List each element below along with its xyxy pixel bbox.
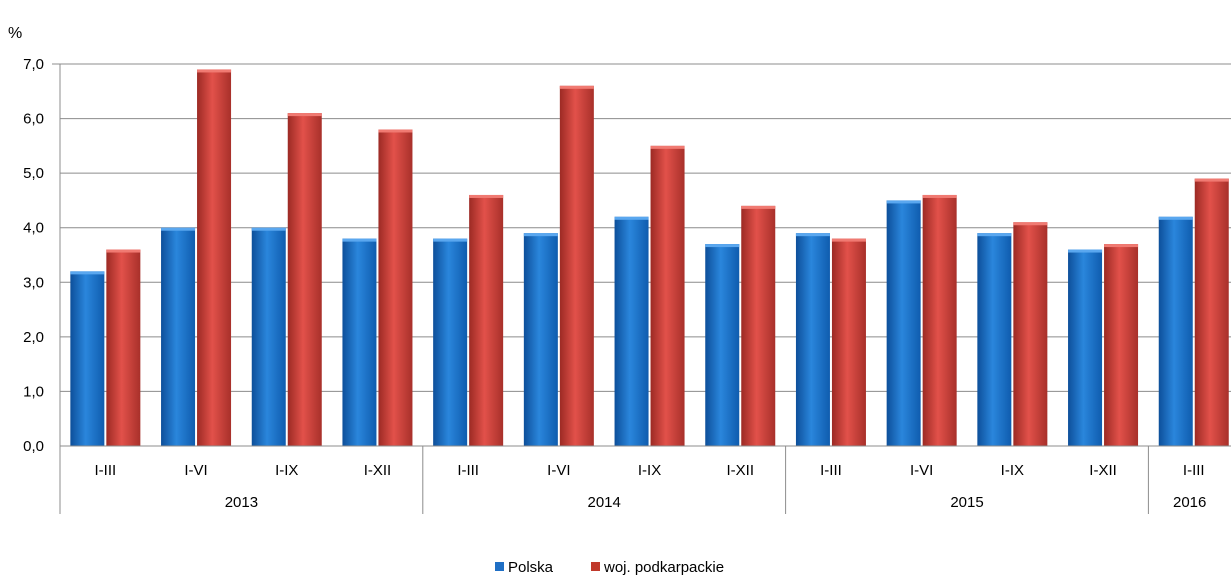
x-tick-label: I-VI: [547, 462, 570, 479]
group-label: 2013: [225, 494, 258, 511]
x-tick-label: I-IX: [1001, 462, 1024, 479]
x-tick-label: I-VI: [184, 462, 207, 479]
bar-polska: [342, 238, 377, 446]
bar-top: [1013, 222, 1048, 226]
bar-top: [977, 233, 1012, 237]
axes: [52, 63, 1231, 514]
bar-podkarpackie: [741, 205, 776, 446]
x-tick-label: I-IX: [638, 462, 661, 479]
y-tick-label: 3,0: [23, 274, 44, 291]
bar-polska: [523, 233, 558, 446]
legend-swatch: [495, 562, 504, 571]
y-tick-label: 2,0: [23, 329, 44, 346]
bar-podkarpackie: [106, 249, 141, 446]
x-tick-label: I-IX: [275, 462, 298, 479]
bar-polska: [70, 271, 105, 446]
bar-top: [559, 85, 594, 89]
bar-top: [342, 238, 377, 242]
bar-top: [1158, 216, 1193, 220]
bar-top: [1104, 244, 1139, 248]
bar-polska: [161, 227, 196, 446]
bar-podkarpackie: [1194, 178, 1229, 446]
bar-podkarpackie: [831, 238, 866, 446]
bar-top: [70, 271, 105, 275]
y-tick-label: 6,0: [23, 111, 44, 128]
y-tick-label: 5,0: [23, 165, 44, 182]
bar-top: [741, 205, 776, 209]
bar-podkarpackie: [1013, 222, 1048, 446]
bar-polska: [614, 216, 649, 446]
x-tick-label: I-XII: [1089, 462, 1117, 479]
bar-top: [795, 233, 830, 237]
bar-podkarpackie: [1104, 244, 1139, 446]
bar-top: [523, 233, 558, 237]
bar-top: [287, 113, 322, 117]
bar-top: [922, 194, 957, 198]
bar-top: [1068, 249, 1103, 253]
x-tick-label: I-XII: [364, 462, 392, 479]
y-tick-label: 7,0: [23, 56, 44, 73]
bar-top: [197, 69, 232, 73]
legend-label: Polska: [508, 559, 554, 576]
bar-top: [161, 227, 196, 231]
bar-polska: [1068, 249, 1103, 446]
bar-top: [705, 244, 740, 248]
bar-polska: [433, 238, 468, 446]
bar-top: [831, 238, 866, 242]
bar-podkarpackie: [650, 145, 685, 446]
x-tick-label: I-III: [1183, 462, 1205, 479]
bar-polska: [886, 200, 921, 446]
bar-podkarpackie: [197, 69, 232, 446]
bar-polska: [251, 227, 286, 446]
bar-podkarpackie: [378, 129, 413, 446]
legend-swatch: [591, 562, 600, 571]
y-tick-labels: 0,0 1,0 2,0 3,0 4,0 5,0 6,0 7,0: [23, 56, 44, 455]
bar-top: [378, 129, 413, 133]
bar-top: [433, 238, 468, 242]
bar-polska: [977, 233, 1012, 446]
group-label: 2015: [950, 494, 983, 511]
y-unit-label: %: [8, 25, 22, 42]
x-tick-label: I-VI: [910, 462, 933, 479]
bar-top: [614, 216, 649, 220]
bar-top: [650, 145, 685, 149]
bar-top: [251, 227, 286, 231]
bar-polska: [795, 233, 830, 446]
bars: [70, 69, 1229, 446]
y-tick-label: 0,0: [23, 438, 44, 455]
x-tick-label: I-III: [95, 462, 117, 479]
bar-top: [886, 200, 921, 204]
bar-polska: [705, 244, 740, 446]
group-label: 2016: [1173, 494, 1206, 511]
bar-podkarpackie: [922, 194, 957, 446]
bar-podkarpackie: [287, 113, 322, 446]
bar-top: [469, 194, 504, 198]
y-tick-label: 1,0: [23, 383, 44, 400]
bar-podkarpackie: [559, 85, 594, 446]
x-tick-label: I-XII: [726, 462, 754, 479]
bar-podkarpackie: [469, 194, 504, 446]
bar-top: [1194, 178, 1229, 182]
x-tick-label: I-III: [820, 462, 842, 479]
x-tick-label: I-III: [457, 462, 479, 479]
y-tick-label: 4,0: [23, 220, 44, 237]
group-label: 2014: [588, 494, 621, 511]
bar-top: [106, 249, 141, 253]
legend: Polska woj. podkarpackie: [495, 559, 724, 576]
bar-polska: [1158, 216, 1193, 446]
legend-label: woj. podkarpackie: [603, 559, 724, 576]
x-tick-labels: I-III I-VI I-IX I-XII 2013 I-III I-VI I-IX I-XII…: [95, 462, 1207, 511]
